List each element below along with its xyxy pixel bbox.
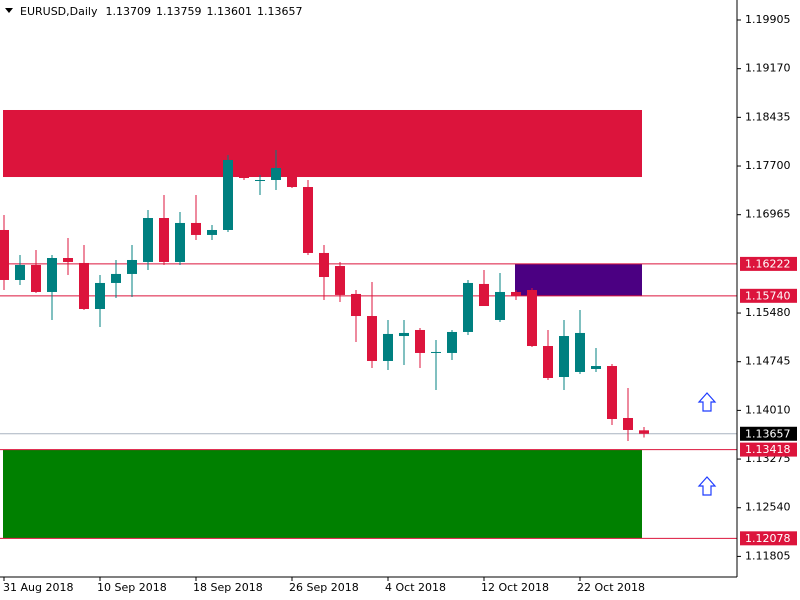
x-tick-label: 18 Sep 2018 [193,581,263,594]
candle-body [351,293,361,317]
plot-area [0,109,737,539]
candle-body [303,187,313,253]
candle-body [399,332,409,337]
candle-body [159,218,169,262]
level-label: 1.13418 [745,443,791,456]
candle-body [591,366,601,369]
candle-body [239,159,249,179]
y-tick-label: 1.19905 [745,13,791,26]
candle-body [143,218,153,262]
y-tick-label: 1.18435 [745,110,791,123]
candle-body [479,283,489,307]
level-label-box [740,442,797,457]
candle-body [463,282,473,332]
x-tick-label: 31 Aug 2018 [3,581,73,594]
candle-body [527,289,537,347]
y-tick-label: 1.14745 [745,355,791,368]
x-tick-label: 22 Oct 2018 [577,581,645,594]
candle-body [271,168,281,180]
ohlc-open: 1.13709 [105,5,151,18]
candle-body [31,264,41,292]
y-tick-label: 1.19170 [745,62,791,75]
candle-body [255,179,265,181]
x-tick-label: 4 Oct 2018 [385,581,446,594]
candle-body [415,329,425,353]
candle-body [207,229,217,235]
menu-triangle[interactable] [5,8,13,13]
candle-body [447,331,457,353]
level-label-box [740,531,797,546]
y-tick-label: 1.17700 [745,159,791,172]
candle-body [223,159,233,230]
symbol: EURUSD,Daily [20,5,98,18]
candle-body [511,291,521,297]
ohlc-high: 1.13759 [156,5,202,18]
candle-body [575,332,585,372]
candle-body [607,366,617,419]
candle-body [63,258,73,262]
level-label-box [740,288,797,303]
signal-arrows [697,392,717,496]
up-arrow [697,392,717,412]
level-label-box [740,256,797,271]
candle-body [559,336,569,378]
candle-body [47,258,57,292]
ohlc-low: 1.13601 [206,5,252,18]
y-tick-label: 1.11805 [745,549,791,562]
candle-body [367,316,377,361]
candle-body [319,252,329,278]
zone [3,449,642,539]
y-tick-label: 1.16965 [745,208,791,221]
x-tick-label: 10 Sep 2018 [97,581,167,594]
y-tick-label: 1.12540 [745,501,791,514]
y-tick-label: 1.15480 [745,306,791,319]
zone [3,109,642,178]
candle-body [495,291,505,320]
candle-body [623,417,633,430]
candle-body [335,266,345,295]
candle-body [127,259,137,274]
y-tick-label: 1.14010 [745,403,791,416]
ohlc-close: 1.13657 [257,5,303,18]
level-label-box [740,426,797,441]
candle-body [175,222,185,262]
candle-body [287,174,297,188]
candle-body [431,351,441,353]
chart-title: EURUSD,Daily 1.13709 1.13759 1.13601 1.13657 [20,5,302,18]
level-label: 1.13657 [745,427,791,440]
level-label: 1.15740 [745,289,791,302]
candle-body [383,333,393,361]
candle-body [543,346,553,379]
x-tick-label: 12 Oct 2018 [481,581,549,594]
candle-body [79,262,89,309]
candle-body [111,273,121,283]
candle-body [639,430,649,434]
candle-body [191,222,201,235]
candle-body [95,282,105,309]
level-label: 1.16222 [745,257,791,270]
level-label: 1.12078 [745,532,791,545]
candle-body [0,229,9,280]
up-arrow [697,476,717,496]
x-tick-label: 26 Sep 2018 [289,581,359,594]
candle-body [15,264,25,280]
